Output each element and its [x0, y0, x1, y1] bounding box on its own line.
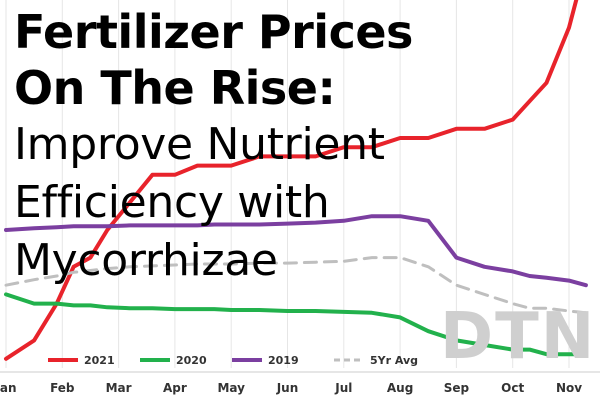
- series-line-2019: [4, 214, 588, 288]
- series-line-2021: [4, 0, 579, 361]
- title-line-1: Fertilizer Prices: [14, 5, 413, 59]
- x-tick-label-nov: Nov: [556, 381, 582, 395]
- page-title: Fertilizer Prices On The Rise: Improve N…: [14, 4, 413, 290]
- title-line-3: Improve Nutrient: [14, 119, 385, 170]
- x-tick-label-aug: Aug: [387, 381, 413, 395]
- legend-entry-2019: 2019: [232, 354, 299, 367]
- chart-x-axis: Jan Feb Mar Apr May Jun Jul Aug Sep Oct Nov: [0, 371, 600, 395]
- series-line-2020: [4, 292, 588, 357]
- title-line-4: Efficiency with: [14, 177, 330, 228]
- title-line-2: On The Rise:: [14, 61, 336, 115]
- x-tick-label-sep: Sep: [444, 381, 470, 395]
- series-line-5yr-avg: [4, 256, 588, 315]
- legend-label: 2020: [176, 354, 207, 367]
- x-tick-label-apr: Apr: [163, 381, 187, 395]
- x-tick-label-jun: Jun: [276, 381, 299, 395]
- x-tick-label-oct: Oct: [501, 381, 524, 395]
- x-tick-label-jul: Jul: [334, 381, 352, 395]
- watermark-logo: DTN: [440, 300, 597, 374]
- chart-gridlines: [5, 0, 570, 368]
- legend-entry-2021: 2021: [48, 354, 115, 367]
- x-tick-label-feb: Feb: [50, 381, 75, 395]
- chart-series: [4, 0, 588, 361]
- legend-label: 2019: [268, 354, 299, 367]
- legend-entry-5yr-avg: 5Yr Avg: [334, 354, 418, 367]
- x-tick-label-mar: Mar: [106, 381, 132, 395]
- title-line-5: Mycorrhizae: [14, 235, 278, 286]
- chart-legend: 2021 2020 2019 5Yr Avg: [48, 354, 418, 367]
- legend-entry-2020: 2020: [140, 354, 207, 367]
- legend-label: 5Yr Avg: [370, 354, 418, 367]
- x-tick-label-jan: Jan: [0, 381, 17, 395]
- x-tick-label-may: May: [217, 381, 245, 395]
- legend-label: 2021: [84, 354, 115, 367]
